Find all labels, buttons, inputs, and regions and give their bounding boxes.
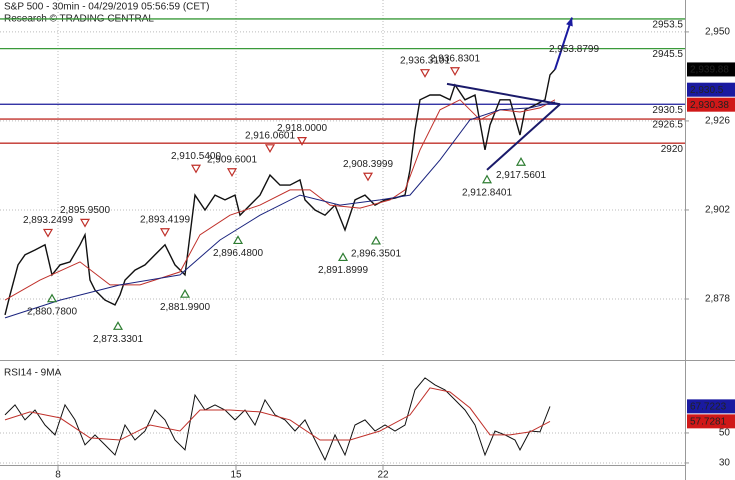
annotation-label: 2,910.5400	[171, 151, 221, 162]
low-marker	[179, 288, 191, 298]
level-label: 2945.5	[652, 49, 683, 60]
y-tick-label: 2,926	[705, 116, 730, 127]
y-tick-label: 30	[719, 458, 731, 469]
price-tag-label: 57.7281	[690, 416, 727, 427]
high-marker	[296, 137, 308, 146]
low-marker	[370, 235, 382, 245]
level-label: 2920	[661, 144, 684, 155]
high-marker	[449, 67, 461, 76]
chart-title: S&P 500 - 30min - 04/29/2019 05:56:59 (C…	[4, 2, 210, 13]
level-label: 2953.5	[652, 20, 683, 31]
annotation-label: 2,895.9500	[60, 205, 110, 216]
target-label: 2,953.8799	[549, 44, 599, 55]
annotation-label: 2,893.2499	[23, 215, 73, 226]
annotation-label: 2,912.8401	[462, 187, 512, 198]
annotation-label: 2,917.5601	[496, 170, 546, 181]
y-tick-label: 2,902	[705, 205, 730, 216]
low-marker	[112, 321, 124, 330]
annotation-label: 2,873.3301	[93, 334, 143, 345]
price-tag-label: 2,930.38	[690, 100, 729, 111]
series-line	[4, 387, 551, 441]
level-label: 2930.5	[652, 105, 683, 116]
x-tick-label: 22	[377, 470, 389, 480]
annotation-label: 2,896.3501	[351, 249, 401, 260]
annotation-label: 2,893.4199	[140, 214, 190, 225]
price-tag	[687, 97, 735, 112]
price-tag	[687, 399, 735, 414]
price-tag-label: 67.7223	[690, 401, 727, 412]
x-tick-label: 8	[55, 470, 61, 480]
annotation-label: 2,908.3999	[343, 159, 393, 170]
low-marker	[46, 293, 58, 303]
annotation-label: 2,936.8301	[430, 53, 480, 64]
annotation-label: 2,891.8999	[318, 265, 368, 276]
trendline	[446, 82, 561, 106]
high-marker	[362, 172, 374, 182]
high-marker	[226, 168, 238, 177]
trendline	[486, 103, 561, 171]
annotation-label: 2,896.4800	[213, 248, 263, 259]
annotation-label: 2,918.0000	[277, 123, 327, 134]
high-marker	[42, 228, 54, 238]
high-marker	[264, 144, 276, 154]
series-line	[4, 101, 556, 319]
annotation-label: 2,880.7800	[27, 306, 77, 317]
price-tag	[687, 414, 735, 429]
series-line	[4, 99, 556, 301]
annotation-label: 2,936.3101	[400, 55, 450, 66]
low-marker	[515, 157, 527, 166]
panel-title: RSI14 - 9MA	[4, 368, 62, 379]
y-tick-label: 2,878	[705, 294, 730, 305]
price-tag-label: 2,939.88	[690, 65, 729, 76]
price-tag-label: 2,930.5	[690, 85, 724, 96]
low-marker	[337, 252, 349, 262]
annotation-label: 2,881.9900	[160, 302, 210, 313]
high-marker	[419, 69, 431, 78]
low-marker	[232, 235, 244, 245]
price-tag	[687, 82, 735, 97]
high-marker	[159, 228, 171, 237]
y-tick-label: 2,950	[705, 27, 730, 38]
series-line	[4, 68, 556, 316]
y-tick-label: 50	[719, 428, 731, 439]
arrow-head	[566, 17, 573, 27]
high-marker	[190, 164, 202, 174]
high-marker	[79, 218, 91, 228]
annotation-label: 2,916.0601	[245, 130, 295, 141]
price-tag	[687, 62, 735, 77]
level-label: 2926.5	[652, 120, 683, 131]
x-tick-label: 15	[230, 470, 242, 480]
low-marker	[481, 174, 493, 184]
annotation-label: 2,909.6001	[207, 154, 257, 165]
target-arrow	[554, 17, 573, 70]
